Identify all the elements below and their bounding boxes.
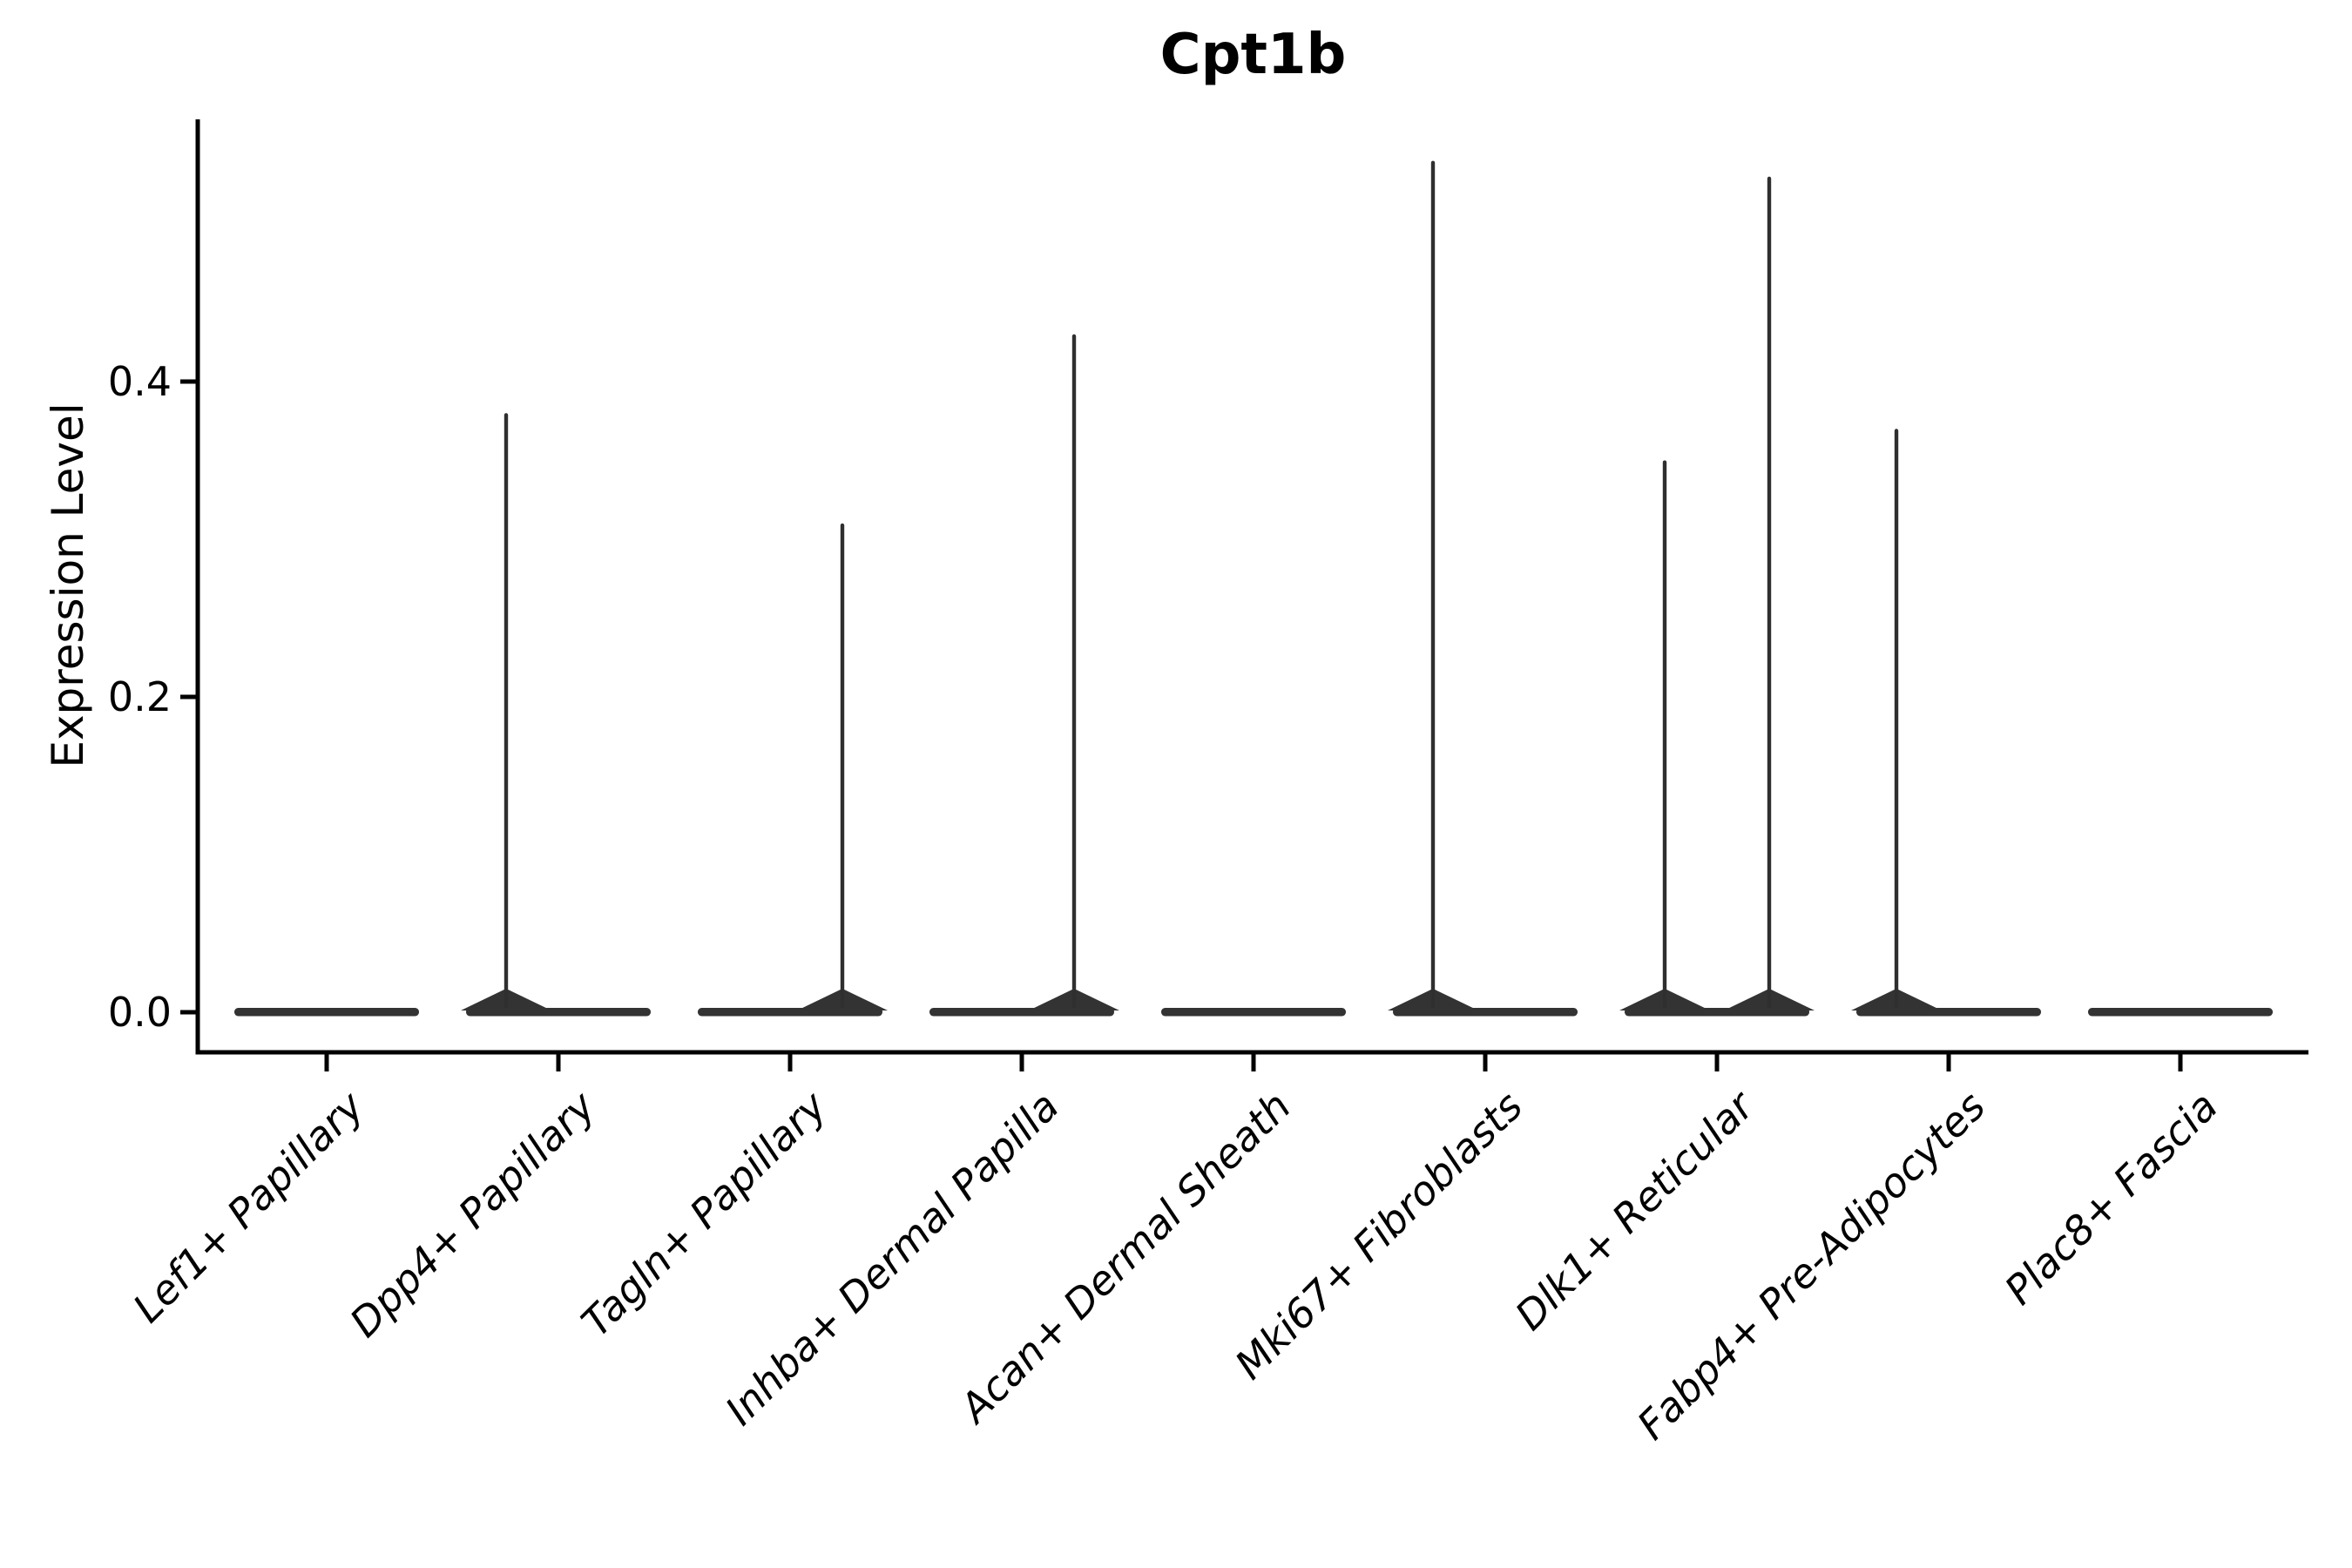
violin-spike [1894, 429, 1899, 1012]
violin-body [1856, 1008, 2041, 1017]
violin-body [234, 1008, 419, 1017]
y-tick-label: 0.0 [107, 989, 172, 1036]
violin-spike [1071, 334, 1077, 1012]
y-tick-label: 0.4 [107, 358, 172, 405]
violin-body [1393, 1008, 1578, 1017]
violin-body [2088, 1008, 2273, 1017]
violin-body [1161, 1008, 1346, 1017]
violin-spike [1430, 160, 1436, 1013]
violin-body [466, 1008, 651, 1017]
violin-spike [1662, 460, 1667, 1012]
violin-body [929, 1008, 1114, 1017]
y-tick-label: 0.2 [107, 673, 172, 720]
violin-spike [840, 523, 845, 1012]
violin-spike [1767, 176, 1772, 1012]
chart-title: Cpt1b [1159, 23, 1347, 87]
violin-body [698, 1008, 882, 1017]
violin-spike [504, 413, 509, 1012]
y-axis-label: Expression Level [43, 402, 93, 768]
violin-body [1625, 1008, 1809, 1017]
